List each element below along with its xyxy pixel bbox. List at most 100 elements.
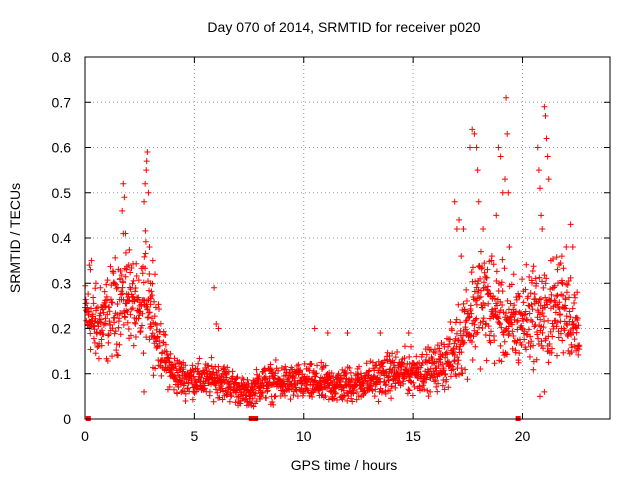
data-point: [264, 388, 271, 395]
data-point: [310, 389, 317, 396]
data-point: [152, 271, 158, 278]
data-point: [105, 339, 112, 346]
data-point: [542, 112, 549, 119]
data-point: [474, 167, 481, 174]
data-point: [346, 376, 353, 383]
x-tick-label: 10: [296, 428, 312, 444]
data-point: [567, 314, 574, 321]
data-point: [545, 359, 552, 366]
data-point: [567, 221, 574, 228]
data-point: [109, 325, 116, 332]
data-point: [174, 390, 181, 397]
data-point: [119, 290, 126, 297]
data-point: [472, 316, 479, 323]
data-point: [464, 376, 471, 383]
data-point: [201, 385, 208, 392]
data-point: [178, 379, 185, 386]
data-point: [122, 273, 129, 280]
data-point: [340, 387, 347, 394]
data-point: [293, 387, 300, 394]
data-point: [533, 280, 540, 287]
data-point: [297, 367, 304, 374]
data-point: [232, 399, 239, 406]
data-point: [530, 263, 537, 270]
data-point: [547, 305, 554, 312]
data-point: [481, 269, 488, 276]
data-point: [210, 369, 217, 376]
data-point: [401, 343, 408, 350]
y-tick-label: 0.7: [52, 94, 72, 110]
data-point: [127, 286, 134, 293]
data-point: [572, 294, 579, 301]
data-point: [164, 354, 171, 361]
data-point: [219, 396, 226, 403]
data-point: [504, 130, 511, 137]
data-point: [557, 260, 564, 267]
data-point: [126, 284, 133, 291]
data-point: [284, 385, 291, 392]
data-point: [484, 283, 491, 290]
data-points: [82, 94, 583, 410]
data-point: [119, 284, 126, 291]
data-point: [384, 349, 391, 356]
data-point: [99, 327, 106, 334]
data-point: [501, 338, 508, 345]
data-point: [557, 330, 564, 337]
data-point: [85, 308, 92, 315]
data-point: [569, 305, 576, 312]
data-point: [514, 317, 521, 324]
data-point: [231, 380, 238, 387]
data-point: [548, 345, 555, 352]
data-point: [468, 338, 475, 345]
data-point: [365, 368, 372, 375]
data-point: [432, 349, 439, 356]
data-point: [367, 383, 374, 390]
data-point: [128, 306, 135, 313]
data-point: [367, 358, 374, 365]
data-point: [262, 367, 269, 374]
data-point: [469, 126, 476, 133]
data-point: [312, 373, 319, 380]
data-point: [140, 350, 147, 357]
data-point: [450, 348, 457, 355]
data-point: [394, 370, 401, 377]
data-point: [98, 316, 105, 323]
data-point: [125, 326, 132, 333]
data-point: [107, 263, 114, 270]
data-point: [513, 308, 520, 315]
data-point: [441, 386, 448, 393]
data-point: [89, 311, 96, 318]
data-point: [488, 328, 495, 335]
y-tick-label: 0.5: [52, 185, 72, 201]
data-point: [409, 392, 416, 399]
data-point: [104, 311, 111, 318]
data-point: [282, 363, 289, 370]
data-point: [137, 329, 144, 336]
data-point: [143, 334, 150, 341]
data-point: [516, 350, 523, 357]
data-point: [539, 278, 546, 285]
data-point: [491, 360, 498, 367]
data-point: [432, 377, 439, 384]
y-tick-label: 0: [63, 411, 71, 427]
data-point: [449, 363, 456, 370]
data-point: [553, 293, 560, 300]
data-point: [123, 266, 130, 273]
data-point: [525, 293, 532, 300]
grid-lines: [85, 57, 610, 419]
data-point: [122, 230, 129, 237]
data-point: [83, 317, 90, 324]
data-point: [507, 300, 514, 307]
data-point: [106, 318, 113, 325]
data-point: [90, 335, 97, 342]
data-point: [518, 341, 525, 348]
data-point: [522, 308, 529, 315]
data-point: [139, 270, 146, 277]
data-point: [87, 266, 94, 273]
data-point: [467, 144, 473, 151]
data-point: [109, 353, 116, 360]
data-point: [460, 340, 467, 347]
data-point: [455, 357, 462, 364]
data-point: [472, 343, 479, 350]
